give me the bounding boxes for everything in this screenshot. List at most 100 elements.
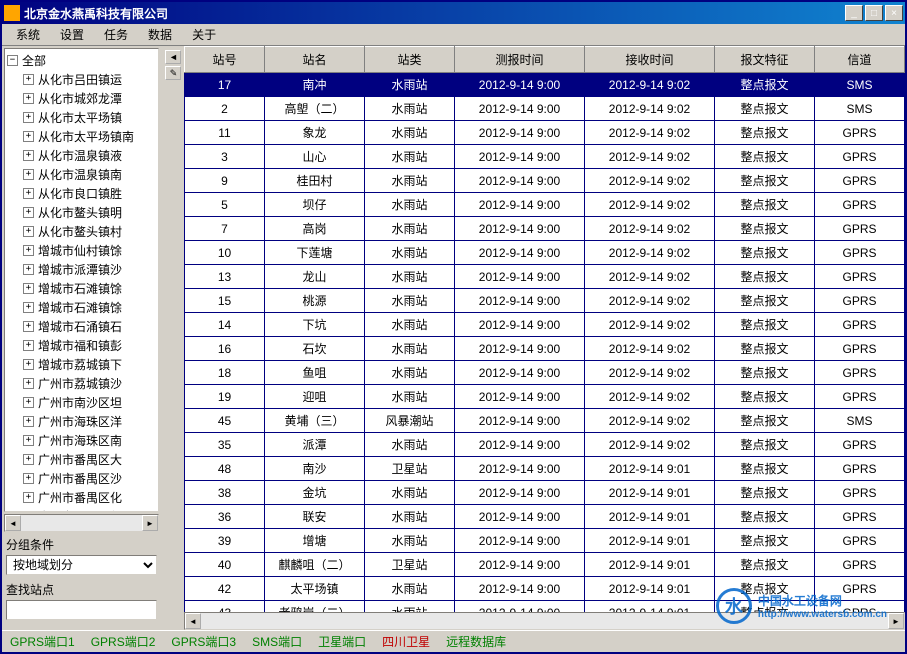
status-item[interactable]: GPRS端口3 [171,633,236,650]
expand-icon[interactable]: + [23,93,34,104]
table-row[interactable]: 7高岗水雨站2012-9-14 9:002012-9-14 9:02整点报文GP… [185,217,905,241]
tree-item[interactable]: +从化市鳌头镇村 [7,222,156,241]
tree-item[interactable]: +从化市鳌头镇明 [7,203,156,222]
status-item[interactable]: 远程数据库 [446,633,506,650]
expand-icon[interactable]: + [23,150,34,161]
status-item[interactable]: GPRS端口2 [91,633,156,650]
table-row[interactable]: 15桃源水雨站2012-9-14 9:002012-9-14 9:02整点报文G… [185,289,905,313]
station-tree[interactable]: −全部+从化市吕田镇运+从化市城郊龙潭+从化市太平场镇+从化市太平场镇南+从化市… [5,49,158,512]
column-header[interactable]: 接收时间 [585,47,715,73]
expand-icon[interactable]: + [23,207,34,218]
column-header[interactable]: 站号 [185,47,265,73]
scroll-track[interactable] [21,515,142,531]
tree-item[interactable]: +增城市仙村镇馀 [7,241,156,260]
expand-icon[interactable]: + [23,435,34,446]
expand-icon[interactable]: + [23,74,34,85]
menu-item[interactable]: 数据 [138,24,182,45]
search-input[interactable] [6,600,157,620]
tree-item[interactable]: +增城市石滩镇馀 [7,279,156,298]
expand-icon[interactable]: + [23,473,34,484]
tree-item[interactable]: +增城市石涌镇石 [7,317,156,336]
tree-item[interactable]: +从化市城郊龙潭 [7,89,156,108]
table-row[interactable]: 11象龙水雨站2012-9-14 9:002012-9-14 9:02整点报文G… [185,121,905,145]
column-header[interactable]: 站名 [265,47,365,73]
expand-icon[interactable]: + [23,416,34,427]
status-item[interactable]: SMS端口 [252,633,302,650]
table-row[interactable]: 38金坑水雨站2012-9-14 9:002012-9-14 9:01整点报文G… [185,481,905,505]
splitter[interactable]: ◄ ✎ [163,46,184,630]
table-row[interactable]: 42太平场镇水雨站2012-9-14 9:002012-9-14 9:01整点报… [185,577,905,601]
tree-root[interactable]: −全部 [7,51,156,70]
maximize-button[interactable]: □ [865,5,883,21]
tree-item[interactable]: +增城市派潭镇沙 [7,260,156,279]
table-row[interactable]: 16石坎水雨站2012-9-14 9:002012-9-14 9:02整点报文G… [185,337,905,361]
scroll-right-icon[interactable]: ► [888,613,904,629]
menu-item[interactable]: 系统 [6,24,50,45]
table-row[interactable]: 36联安水雨站2012-9-14 9:002012-9-14 9:01整点报文G… [185,505,905,529]
table-row[interactable]: 2高塱（二）水雨站2012-9-14 9:002012-9-14 9:02整点报… [185,97,905,121]
table-row[interactable]: 18鱼咀水雨站2012-9-14 9:002012-9-14 9:02整点报文G… [185,361,905,385]
menu-item[interactable]: 关于 [182,24,226,45]
expand-icon[interactable]: + [23,131,34,142]
table-row[interactable]: 10下莲塘水雨站2012-9-14 9:002012-9-14 9:02整点报文… [185,241,905,265]
tree-item[interactable]: +增城市荔城镇下 [7,355,156,374]
expand-icon[interactable]: + [23,397,34,408]
expand-icon[interactable]: + [23,511,34,512]
collapse-left-icon[interactable]: ◄ [165,50,181,64]
status-item[interactable]: GPRS端口1 [10,633,75,650]
tree-item[interactable]: +广州市番禺区沙 [7,469,156,488]
expand-icon[interactable]: + [23,359,34,370]
expand-icon[interactable]: + [23,264,34,275]
expand-icon[interactable]: + [23,188,34,199]
group-select[interactable]: 按地域划分 [6,555,157,575]
menu-item[interactable]: 设置 [50,24,94,45]
expand-icon[interactable]: + [23,302,34,313]
tree-item[interactable]: +从化市太平场镇南 [7,127,156,146]
tree-item[interactable]: +从化市温泉镇液 [7,146,156,165]
tree-item[interactable]: +从化市吕田镇运 [7,70,156,89]
tree-item[interactable]: +从化市温泉镇南 [7,165,156,184]
table-hscroll[interactable]: ◄ ► [184,612,905,630]
tree-item[interactable]: +从化市良口镇胜 [7,184,156,203]
table-row[interactable]: 39增塘水雨站2012-9-14 9:002012-9-14 9:01整点报文G… [185,529,905,553]
column-header[interactable]: 报文特征 [715,47,815,73]
tree-item[interactable]: +广州市海珠区洋 [7,412,156,431]
tree-item[interactable]: +增城市石滩镇馀 [7,298,156,317]
tree-item[interactable]: +广州市南沙区坦 [7,393,156,412]
expand-icon[interactable]: + [23,321,34,332]
tree-item[interactable]: +广州市番禺区亿 [7,507,156,512]
minimize-button[interactable]: _ [845,5,863,21]
status-item[interactable]: 卫星端口 [318,633,366,650]
table-row[interactable]: 9桂田村水雨站2012-9-14 9:002012-9-14 9:02整点报文G… [185,169,905,193]
expand-icon[interactable]: + [23,492,34,503]
column-header[interactable]: 信道 [815,47,905,73]
table-row[interactable]: 19迎咀水雨站2012-9-14 9:002012-9-14 9:02整点报文G… [185,385,905,409]
scroll-left-icon[interactable]: ◄ [185,613,201,629]
close-button[interactable]: × [885,5,903,21]
table-row[interactable]: 14下坑水雨站2012-9-14 9:002012-9-14 9:02整点报文G… [185,313,905,337]
tree-hscroll[interactable]: ◄ ► [4,514,159,532]
tree-item[interactable]: +从化市太平场镇 [7,108,156,127]
table-row[interactable]: 45黄埔（三）风暴潮站2012-9-14 9:002012-9-14 9:02整… [185,409,905,433]
expand-icon[interactable]: + [23,340,34,351]
menu-item[interactable]: 任务 [94,24,138,45]
expand-icon[interactable]: + [23,378,34,389]
table-row[interactable]: 48南沙卫星站2012-9-14 9:002012-9-14 9:01整点报文G… [185,457,905,481]
expand-icon[interactable]: + [23,226,34,237]
expand-icon[interactable]: + [23,454,34,465]
tree-item[interactable]: +广州市海珠区南 [7,431,156,450]
tree-item[interactable]: +增城市福和镇彭 [7,336,156,355]
refresh-icon[interactable]: ✎ [165,66,181,80]
column-header[interactable]: 测报时间 [455,47,585,73]
tree-item[interactable]: +广州市番禺区大 [7,450,156,469]
expand-icon[interactable]: + [23,283,34,294]
status-item[interactable]: 四川卫星 [382,633,430,650]
table-row[interactable]: 40麒麟咀（二）卫星站2012-9-14 9:002012-9-14 9:01整… [185,553,905,577]
table-row[interactable]: 17南冲水雨站2012-9-14 9:002012-9-14 9:02整点报文S… [185,73,905,97]
collapse-icon[interactable]: − [7,55,18,66]
table-row[interactable]: 43老鸦岗（二）水雨站2012-9-14 9:002012-9-14 9:01整… [185,601,905,613]
scroll-track[interactable] [201,613,888,629]
tree-item[interactable]: +广州市荔城镇沙 [7,374,156,393]
table-row[interactable]: 13龙山水雨站2012-9-14 9:002012-9-14 9:02整点报文G… [185,265,905,289]
column-header[interactable]: 站类 [365,47,455,73]
